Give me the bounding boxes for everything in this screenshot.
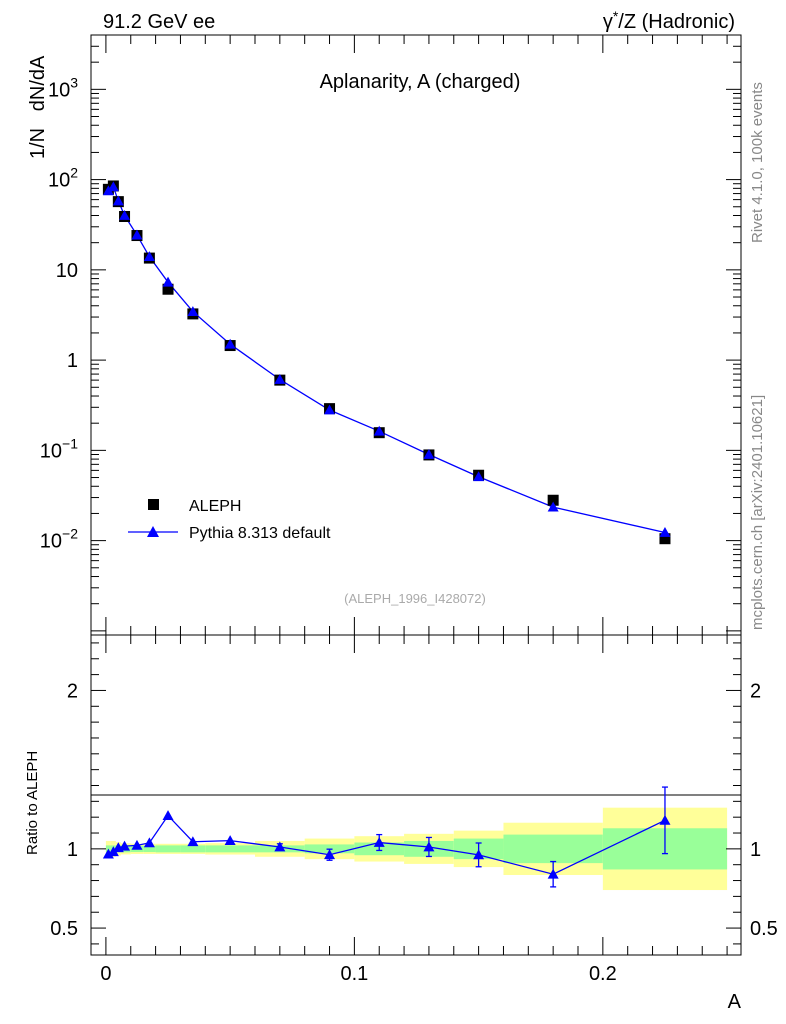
ratio-data-point: [187, 836, 199, 847]
ratio-y-tick-label-left: 0.5: [50, 918, 78, 940]
ratio-data-point: [473, 849, 485, 860]
ratio-data-point: [547, 868, 559, 879]
main-series-layer: [102, 180, 671, 545]
ratio-y-tick-label-right: 1: [750, 839, 761, 861]
pythia-data-point: [119, 210, 131, 220]
header-left-label: 91.2 GeV ee: [103, 11, 215, 33]
pythia-data-point: [102, 185, 114, 196]
ratio-y-axis-label: Ratio to ALEPH: [24, 751, 41, 855]
main-y-tick-label: 102: [48, 165, 78, 192]
ratio-data-point: [143, 837, 155, 848]
ratio-band-inner: [155, 845, 181, 853]
main-chart-title: Aplanarity, A (charged): [320, 71, 521, 93]
header-process-label: /Z (Hadronic): [618, 11, 735, 33]
legend-pythia-label: Pythia 8.313 default: [189, 525, 331, 542]
x-axis-label: A: [728, 991, 742, 1013]
ratio-data-point: [423, 841, 435, 852]
main-y-tick-label: 10: [56, 260, 78, 282]
ratio-data-point: [274, 841, 286, 852]
pythia-data-point: [162, 276, 174, 287]
pythia-data-point: [143, 251, 155, 262]
ratio-y-ticks: 0.5 0.5 1 1 2 2: [50, 642, 778, 945]
aleph-data-point: [547, 494, 559, 506]
pythia-data-point: [112, 195, 124, 206]
legend: ALEPH Pythia 8.313 default: [128, 498, 331, 542]
rivet-version-label: Rivet 4.1.0, 100k events: [749, 82, 766, 243]
legend-aleph-marker: [148, 499, 159, 510]
x-tick-label: 0.2: [589, 963, 617, 985]
main-y-ticks: 10−2 10−1 1 10 102 103: [40, 34, 741, 632]
main-y-axis-label: 1/N dN/dA: [27, 55, 49, 159]
pythia-data-point: [659, 527, 671, 537]
analysis-watermark: (ALEPH_1996_I428072): [344, 591, 486, 606]
ratio-plot-panel: 0.5 0.5 1 1 2 2 0 0.1 0.2 Ratio to ALEPH A: [24, 634, 778, 1013]
ratio-y-tick-label-right: 0.5: [750, 918, 778, 940]
main-y-tick-label: 1: [67, 350, 78, 372]
pythia-data-point: [324, 404, 336, 415]
ratio-data-point: [324, 849, 336, 860]
ratio-x-ticks: 0 0.1 0.2: [100, 635, 728, 985]
ratio-plot-frame: [90, 634, 742, 956]
pythia-data-point: [107, 181, 119, 192]
aleph-data-point: [162, 283, 174, 295]
pythia-data-point: [224, 338, 236, 349]
pythia-data-point: [373, 425, 385, 436]
x-tick-label: 0.1: [340, 963, 368, 985]
ratio-band-inner: [180, 845, 206, 853]
pythia-data-point: [423, 448, 435, 459]
ratio-band-inner: [205, 845, 255, 853]
ratio-data-point: [107, 846, 119, 857]
main-plot-frame: [90, 34, 742, 636]
legend-aleph-label: ALEPH: [189, 498, 241, 515]
main-y-tick-label: 103: [48, 74, 78, 101]
main-y-tick-label: 10−2: [40, 526, 78, 553]
header-right-label: γ*/Z (Hadronic): [603, 8, 735, 33]
ratio-data-point: [162, 810, 174, 820]
pythia-data-point: [547, 501, 559, 512]
ratio-y-tick-label-left: 1: [67, 839, 78, 861]
ratio-band-inner: [503, 834, 603, 864]
ratio-y-tick-label-right: 2: [750, 680, 761, 702]
main-x-ticks: [105, 35, 728, 635]
ratio-series-layer: [102, 786, 671, 888]
ratio-uncertainty-bands: [105, 807, 728, 891]
pythia-data-point: [131, 229, 143, 240]
main-plot-panel: 10−2 10−1 1 10 102 103 Aplanarity, A (charged…: [27, 34, 742, 636]
pythia-data-point: [187, 306, 199, 316]
mcplots-credit-label: mcplots.cern.ch [arXiv:2401.10621]: [749, 395, 766, 630]
ratio-data-point: [119, 840, 131, 851]
aleph-data-point: [659, 533, 671, 545]
ratio-band-inner: [143, 845, 156, 853]
header-star-superscript: *: [613, 8, 619, 24]
pythia-curve: [107, 185, 666, 534]
pythia-data-point: [473, 471, 485, 482]
header-gamma-symbol: γ: [603, 11, 613, 33]
legend-pythia-marker: [147, 526, 159, 537]
x-tick-label: 0: [100, 963, 111, 985]
main-y-tick-label: 10−1: [40, 435, 78, 462]
ratio-data-point: [224, 835, 236, 846]
ratio-y-tick-label-left: 2: [67, 680, 78, 702]
ratio-data-point: [373, 837, 385, 847]
ratio-data-point: [659, 814, 671, 825]
ratio-data-point: [131, 839, 143, 850]
pythia-data-point: [274, 373, 286, 384]
